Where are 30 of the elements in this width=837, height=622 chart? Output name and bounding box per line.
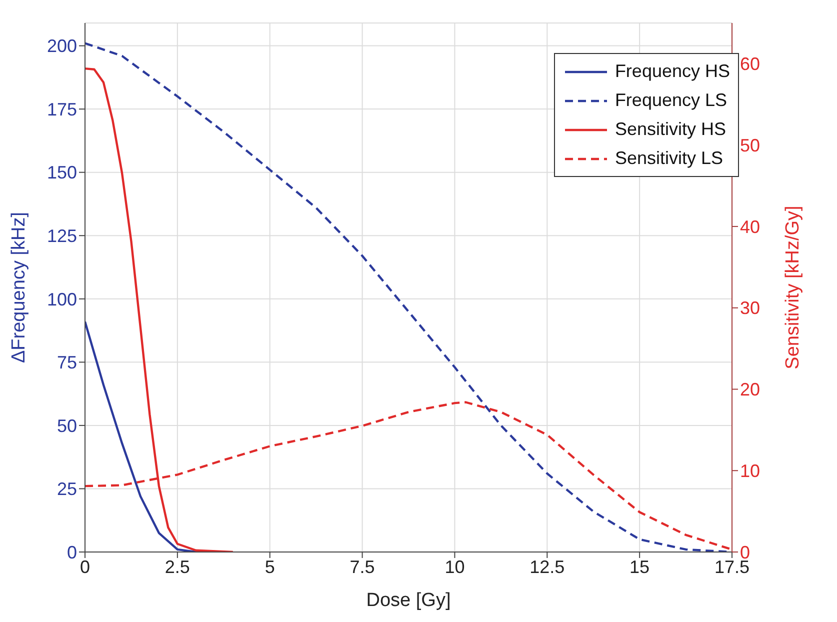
y-tick-label: 125 (46, 226, 77, 246)
x-tick-label: 15 (630, 556, 650, 577)
y2-tick-label: 40 (740, 216, 760, 237)
x-tick-label: 12.5 (530, 556, 565, 577)
legend-label: Sensitivity LS (614, 148, 723, 169)
legend-label: Frequency HS (614, 61, 730, 82)
y-tick-label: 50 (56, 416, 77, 436)
y2-tick-label: 20 (740, 380, 760, 400)
y-tick-label: 175 (46, 99, 77, 120)
y2-axis-title: Sensitivity [kHz/Gy] (782, 206, 804, 370)
y2-tick-label: 30 (740, 298, 760, 318)
y-tick-label: 75 (56, 352, 77, 373)
y2-tick-label: 50 (740, 135, 760, 156)
legend-label: Frequency LS (614, 90, 727, 111)
y-tick-label: 200 (46, 36, 77, 56)
x-axis-title: Dose [Gy] (366, 590, 451, 611)
y2-tick-label: 10 (740, 461, 760, 482)
y2-tick-label: 60 (740, 54, 760, 74)
y-tick-label: 0 (66, 542, 77, 562)
y-axis-title: ΔFrequency [kHz] (8, 212, 30, 364)
y-tick-label: 100 (46, 289, 77, 310)
line-series (85, 320, 198, 552)
x-tick-label: 0 (80, 556, 90, 577)
y-tick-label: 25 (56, 479, 77, 500)
legend-label: Sensitivity HS (614, 119, 726, 140)
x-tick-label: 2.5 (164, 556, 190, 577)
x-tick-label: 10 (444, 556, 465, 577)
y-tick-label: 150 (46, 162, 77, 183)
x-tick-label: 7.5 (350, 556, 375, 577)
x-tick-label: 5 (264, 556, 275, 577)
